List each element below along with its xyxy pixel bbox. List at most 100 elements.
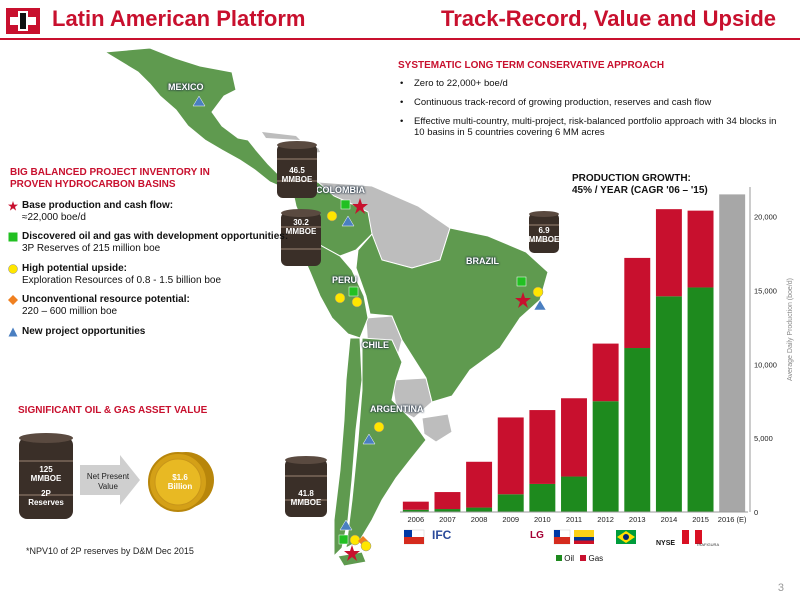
bar-oil-2009 xyxy=(497,494,524,512)
bar-gas-2009 xyxy=(497,417,524,495)
oil-barrel-icon xyxy=(277,141,317,198)
barrel-unit: MMBOE xyxy=(281,175,313,184)
barrel-argentina: 41.8 MMBOE xyxy=(284,455,328,521)
yellow-circle-icon xyxy=(360,540,372,552)
green-square-icon xyxy=(338,534,349,545)
bar-oil-2014 xyxy=(655,296,682,512)
country-label-colombia: COLOMBIA xyxy=(316,185,365,195)
peru-flag-icon xyxy=(682,530,702,544)
barrel-value: 6.9 xyxy=(538,226,550,235)
inventory-item-detail: 220 – 600 million boe xyxy=(22,306,118,317)
gold-coins-icon xyxy=(148,452,214,512)
coin-value: $1.6 xyxy=(172,473,188,482)
bar-gas-2008 xyxy=(466,461,493,508)
inventory-item-title: Discovered oil and gas with development … xyxy=(22,231,289,242)
x-tick-label: 2013 xyxy=(629,515,646,524)
red-star-icon xyxy=(515,292,531,308)
inventory-title: BIG BALANCED PROJECT INVENTORY IN PROVEN… xyxy=(10,167,250,191)
page-number: 3 xyxy=(777,582,784,594)
y-tick-label: 15,000 xyxy=(754,286,777,295)
inventory-item-title: Unconventional resource potential: xyxy=(22,294,190,305)
inventory-item-detail: 3P Reserves of 215 million boe xyxy=(22,243,161,254)
bar-estimate-2016E xyxy=(719,194,746,513)
barrel-unit: MMBOE xyxy=(528,235,560,244)
bar-oil-2015 xyxy=(687,287,714,512)
ifc-logo: IFC xyxy=(432,528,452,542)
barrel-unit: MMBOE xyxy=(30,474,62,483)
yellow-circle-icon xyxy=(8,264,18,274)
x-tick-label: 2010 xyxy=(534,515,551,524)
barrel-value: 30.2 xyxy=(293,218,309,227)
map-caribbean xyxy=(262,132,300,140)
y-axis-label: Average Daily Production (boe/d) xyxy=(787,278,794,381)
barrel-brazil: 6.9 MMBOE xyxy=(528,210,560,256)
chile-flag-icon xyxy=(404,529,425,545)
inventory-item-title: Base production and cash flow: xyxy=(22,200,174,211)
bar-oil-2013 xyxy=(624,348,651,512)
bullet-icon: • xyxy=(400,97,404,108)
red-star-icon xyxy=(8,201,18,211)
latin-america-map xyxy=(103,47,549,567)
systematic-bullet-text: Zero to 22,000+ boe/d xyxy=(414,78,508,89)
production-title: PRODUCTION GROWTH: 45% / YEAR (CAGR '06 … xyxy=(572,173,708,197)
oil-barrel-icon xyxy=(281,209,321,266)
bar-gas-2015 xyxy=(687,210,714,288)
inventory-item: New project opportunities xyxy=(8,326,298,338)
asset-value-title: SIGNIFICANT OIL & GAS ASSET VALUE xyxy=(18,405,208,416)
green-square-icon xyxy=(8,232,18,242)
yellow-circle-icon xyxy=(349,534,361,546)
yellow-circle-icon xyxy=(326,210,338,222)
chart-legend: Oil Gas xyxy=(556,554,603,563)
inventory-item: Base production and cash flow: ≈22,000 b… xyxy=(8,200,298,224)
map-argentina xyxy=(345,337,427,549)
legend-gas-label: Gas xyxy=(588,554,604,563)
yellow-circle-icon xyxy=(373,421,385,433)
bullet-icon: • xyxy=(400,78,404,89)
bullet-icon: • xyxy=(400,116,404,127)
barrel-value: 125 xyxy=(39,465,53,474)
blue-triangle-icon xyxy=(8,327,18,337)
x-tick-label: 2012 xyxy=(597,515,614,524)
inventory-item: Unconventional resource potential: 220 –… xyxy=(8,294,298,318)
systematic-bullet-text: Effective multi-country, multi-project, … xyxy=(414,116,777,138)
y-tick-label: 5,000 xyxy=(754,434,773,443)
blue-triangle-icon xyxy=(362,433,376,445)
bar-oil-2011 xyxy=(561,476,587,512)
country-label-mexico: MEXICO xyxy=(168,82,204,92)
inventory-item-title: High potential upside: xyxy=(22,263,127,274)
blue-triangle-icon xyxy=(533,299,547,311)
production-title-line2: 45% / YEAR (CAGR '06 – '15) xyxy=(572,185,708,196)
npv-arrow-icon xyxy=(80,455,140,505)
inventory-item: High potential upside: Exploration Resou… xyxy=(8,263,298,287)
trafigura-logo: TRAFIGURA xyxy=(696,542,720,547)
inventory-title-line1: BIG BALANCED PROJECT INVENTORY IN xyxy=(10,167,210,178)
systematic-bullet: • Effective multi-country, multi-project… xyxy=(400,116,780,138)
systematic-bullet: • Continuous track-record of growing pro… xyxy=(400,97,780,108)
production-title-line1: PRODUCTION GROWTH: xyxy=(572,173,691,184)
country-label-chile: CHILE xyxy=(362,340,389,350)
inventory-item-title: New project opportunities xyxy=(22,326,146,337)
x-tick-label: 2016 (E) xyxy=(718,515,747,524)
y-tick-label: 20,000 xyxy=(754,213,777,222)
x-tick-label: 2007 xyxy=(439,515,456,524)
y-tick-label: 0 xyxy=(754,508,758,517)
green-square-icon xyxy=(348,286,359,297)
y-tick-label: 10,000 xyxy=(754,360,777,369)
country-label-brazil: BRAZIL xyxy=(466,256,499,266)
bar-oil-2006 xyxy=(402,509,429,512)
orange-diamond-icon xyxy=(8,295,18,305)
chile-flag-icon xyxy=(553,529,571,545)
bar-gas-2014 xyxy=(655,209,682,297)
x-tick-label: 2011 xyxy=(566,515,582,524)
bar-oil-2012 xyxy=(592,401,619,512)
header: Latin American Platform Track-Record, Va… xyxy=(0,0,800,44)
blue-triangle-icon xyxy=(192,95,206,107)
legend-oil-swatch xyxy=(556,555,562,561)
bar-gas-2010 xyxy=(529,410,556,484)
bar-gas-2012 xyxy=(592,343,619,402)
bar-gas-2013 xyxy=(624,257,651,349)
legend-gas-swatch xyxy=(580,555,587,561)
green-square-icon xyxy=(516,276,527,287)
red-star-icon xyxy=(344,545,360,561)
barrel-value: 46.5 xyxy=(289,166,305,175)
